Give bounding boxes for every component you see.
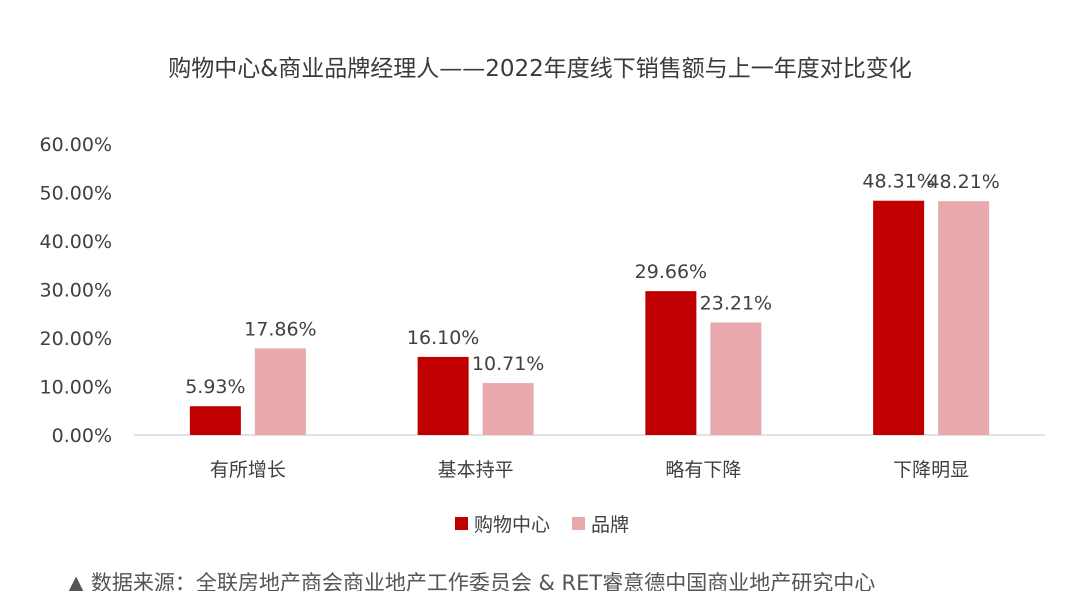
y-tick-label: 0.00% bbox=[52, 425, 112, 447]
y-tick-label: 30.00% bbox=[40, 280, 112, 302]
x-axis: 有所增长 基本持平 略有下降 下降明显 bbox=[134, 434, 1045, 481]
data-label: 29.66% bbox=[635, 261, 707, 283]
source-note: ▲ 数据来源：全联房地产商会商业地产工作委员会 & RET睿意德中国商业地产研究… bbox=[68, 571, 875, 591]
y-tick-label: 50.00% bbox=[40, 183, 112, 205]
bar-shopping-center bbox=[645, 291, 697, 435]
x-tick-label: 略有下降 bbox=[665, 459, 741, 481]
bar-brand bbox=[938, 201, 990, 435]
data-label: 16.10% bbox=[407, 327, 479, 349]
legend-label: 购物中心 bbox=[474, 514, 550, 536]
data-label-group: 5.93% 16.10% 29.66% 48.31% 17.86% 10.71% 23.21… bbox=[185, 171, 1000, 399]
legend-label: 品牌 bbox=[591, 514, 629, 536]
bar-brand bbox=[710, 322, 762, 435]
bar-group bbox=[189, 200, 990, 435]
bar-shopping-center bbox=[189, 406, 241, 435]
y-tick-label: 40.00% bbox=[40, 231, 112, 253]
bar-shopping-center bbox=[873, 200, 925, 435]
data-label: 23.21% bbox=[700, 292, 772, 314]
bar-brand bbox=[482, 383, 534, 435]
x-tick-label: 有所增长 bbox=[210, 459, 286, 481]
data-label: 17.86% bbox=[244, 318, 316, 340]
data-label: 10.71% bbox=[472, 353, 544, 375]
y-tick-label: 20.00% bbox=[40, 328, 112, 350]
y-tick-label: 60.00% bbox=[40, 134, 112, 156]
y-axis: 0.00% 10.00% 20.00% 30.00% 40.00% 50.00% 60.00… bbox=[40, 134, 112, 447]
legend-swatch bbox=[455, 517, 468, 530]
legend-swatch bbox=[572, 517, 585, 530]
x-tick-label: 基本持平 bbox=[438, 459, 514, 481]
data-label: 5.93% bbox=[185, 376, 245, 398]
data-label: 48.21% bbox=[927, 171, 999, 193]
bar-shopping-center bbox=[417, 356, 469, 435]
chart-title: 购物中心&商业品牌经理人——2022年度线下销售额与上一年度对比变化 bbox=[168, 56, 911, 82]
bar-brand bbox=[254, 348, 306, 435]
y-tick-label: 10.00% bbox=[40, 377, 112, 399]
data-label: 48.31% bbox=[862, 171, 934, 193]
x-tick-label: 下降明显 bbox=[893, 459, 969, 481]
legend: 购物中心 品牌 bbox=[455, 514, 629, 536]
